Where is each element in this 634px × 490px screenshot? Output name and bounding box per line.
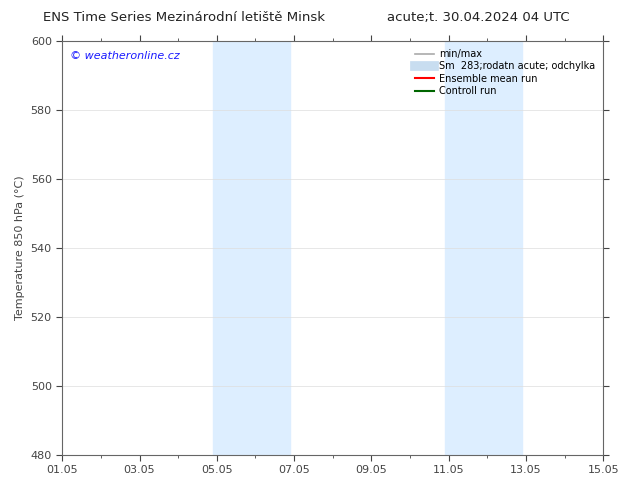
Bar	[445, 41, 522, 455]
Bar	[213, 41, 290, 455]
Text: acute;t. 30.04.2024 04 UTC: acute;t. 30.04.2024 04 UTC	[387, 11, 570, 24]
Legend: min/max, Sm  283;rodatn acute; odchylka, Ensemble mean run, Controll run: min/max, Sm 283;rodatn acute; odchylka, …	[412, 46, 598, 99]
Y-axis label: Temperature 850 hPa (°C): Temperature 850 hPa (°C)	[15, 175, 25, 320]
Text: © weatheronline.cz: © weatheronline.cz	[70, 51, 180, 61]
Text: ENS Time Series Mezinárodní letiště Minsk: ENS Time Series Mezinárodní letiště Mins…	[43, 11, 325, 24]
